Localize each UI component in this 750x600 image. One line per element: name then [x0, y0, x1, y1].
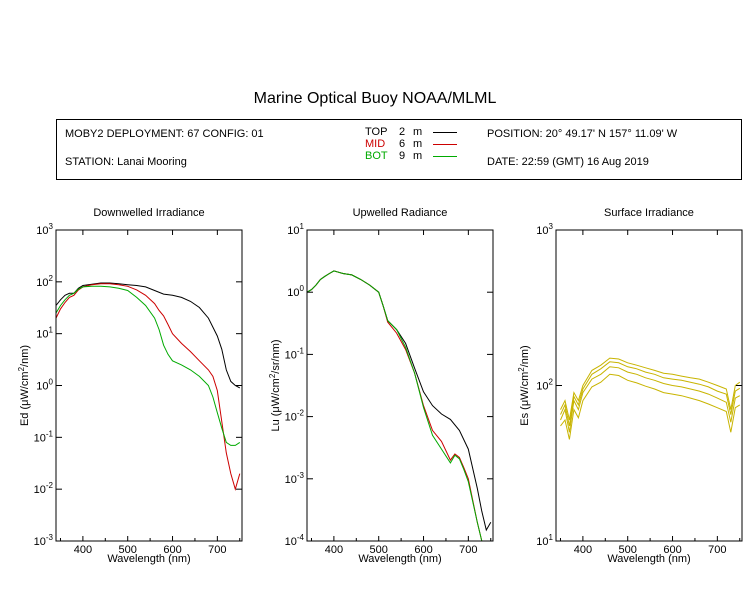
- legend-bot-name: BOT: [365, 150, 388, 162]
- x-tick-label: 600: [663, 544, 681, 556]
- legend-bot-depth: 9: [399, 150, 406, 162]
- y-tick-label: 10-3: [285, 471, 305, 486]
- x-axis-label: Wavelength (nm): [607, 553, 690, 565]
- legend-bot-unit: m: [413, 150, 423, 162]
- x-axis-label: Wavelength (nm): [107, 553, 190, 565]
- y-tick-label: 101: [536, 533, 553, 548]
- x-tick-label: 500: [619, 544, 637, 556]
- series-line-es1: [560, 357, 741, 421]
- legend-top-name: TOP: [365, 126, 388, 138]
- y-tick-label: 10-1: [285, 346, 305, 361]
- y-tick-label: 102: [536, 378, 553, 393]
- legend-mid-name: MID: [365, 138, 386, 150]
- position-text: POSITION: 20° 49.17' N 157° 11.09' W: [487, 128, 678, 140]
- panel-title: Upwelled Radiance: [353, 207, 448, 219]
- series-line-bot: [56, 285, 241, 446]
- legend-mid-line: [433, 144, 457, 145]
- plot-frame: [555, 229, 743, 542]
- series-line-mid: [307, 270, 491, 541]
- y-tick-label: 10-1: [34, 429, 54, 444]
- deployment-text: MOBY2 DEPLOYMENT: 67 CONFIG: 01: [65, 128, 264, 140]
- y-tick-label: 10-3: [34, 533, 54, 548]
- chart-panel-1: Downwelled Irradiance 400 500 600 700 Wavelen…: [17, 207, 243, 565]
- y-tick-label: 10-2: [34, 481, 54, 496]
- y-tick-label: 101: [36, 326, 53, 341]
- x-tick-label: 500: [370, 544, 388, 556]
- y-tick-label: 100: [36, 378, 53, 393]
- x-tick-label: 700: [208, 544, 226, 556]
- plot-frame: [306, 229, 494, 542]
- y-tick-label: 103: [536, 222, 553, 237]
- x-tick-label: 400: [574, 544, 592, 556]
- series-line-top: [307, 270, 492, 532]
- y-axis-label: Lu (μW/cm2/sr/nm): [268, 339, 282, 431]
- main-title: Marine Optical Buoy NOAA/MLML: [253, 90, 497, 107]
- series-line-top: [56, 282, 241, 389]
- legend-mid-depth: 6: [399, 138, 406, 150]
- date-text: DATE: 22:59 (GMT) 16 Aug 2019: [487, 156, 649, 168]
- x-tick-label: 400: [325, 544, 343, 556]
- series-line-es2: [560, 361, 741, 427]
- legend-mid-unit: m: [413, 138, 423, 150]
- legend-top-unit: m: [413, 126, 423, 138]
- y-tick-label: 103: [36, 222, 53, 237]
- y-tick-label: 10-4: [285, 533, 305, 548]
- station-text: STATION: Lanai Mooring: [65, 156, 187, 168]
- y-tick-label: 100: [287, 284, 304, 299]
- y-tick-label: 102: [36, 274, 53, 289]
- x-tick-label: 600: [414, 544, 432, 556]
- x-tick-label: 700: [708, 544, 726, 556]
- legend-top-line: [433, 132, 457, 133]
- series-line-bot: [307, 270, 491, 541]
- chart-panel-2: Upwelled Radiance 400 500 600 700 Wavelength …: [268, 207, 494, 565]
- y-axis-label: Ed (μW/cm2/nm): [17, 345, 31, 426]
- x-tick-label: 400: [74, 544, 92, 556]
- panel-title: Downwelled Irradiance: [93, 207, 204, 219]
- x-tick-label: 700: [459, 544, 477, 556]
- panel-title: Surface Irradiance: [604, 207, 694, 219]
- x-axis-label: Wavelength (nm): [358, 553, 441, 565]
- series-line-mid: [56, 283, 241, 492]
- chart-panel-3: Surface Irradiance 400 500 600 700 Wavelength…: [517, 207, 743, 565]
- y-tick-label: 101: [287, 222, 304, 237]
- legend-top-depth: 2: [399, 126, 406, 138]
- series-line-es3: [560, 366, 741, 433]
- plot-frame: [55, 229, 243, 542]
- x-tick-label: 500: [119, 544, 137, 556]
- y-tick-label: 10-2: [285, 409, 305, 424]
- legend-bot-line: [433, 156, 457, 157]
- info-header-box: MOBY2 DEPLOYMENT: 67 CONFIG: 01 STATION:…: [56, 119, 742, 180]
- y-axis-label: Es (μW/cm2/nm): [517, 345, 531, 425]
- series-line-es4: [560, 373, 741, 440]
- x-tick-label: 600: [163, 544, 181, 556]
